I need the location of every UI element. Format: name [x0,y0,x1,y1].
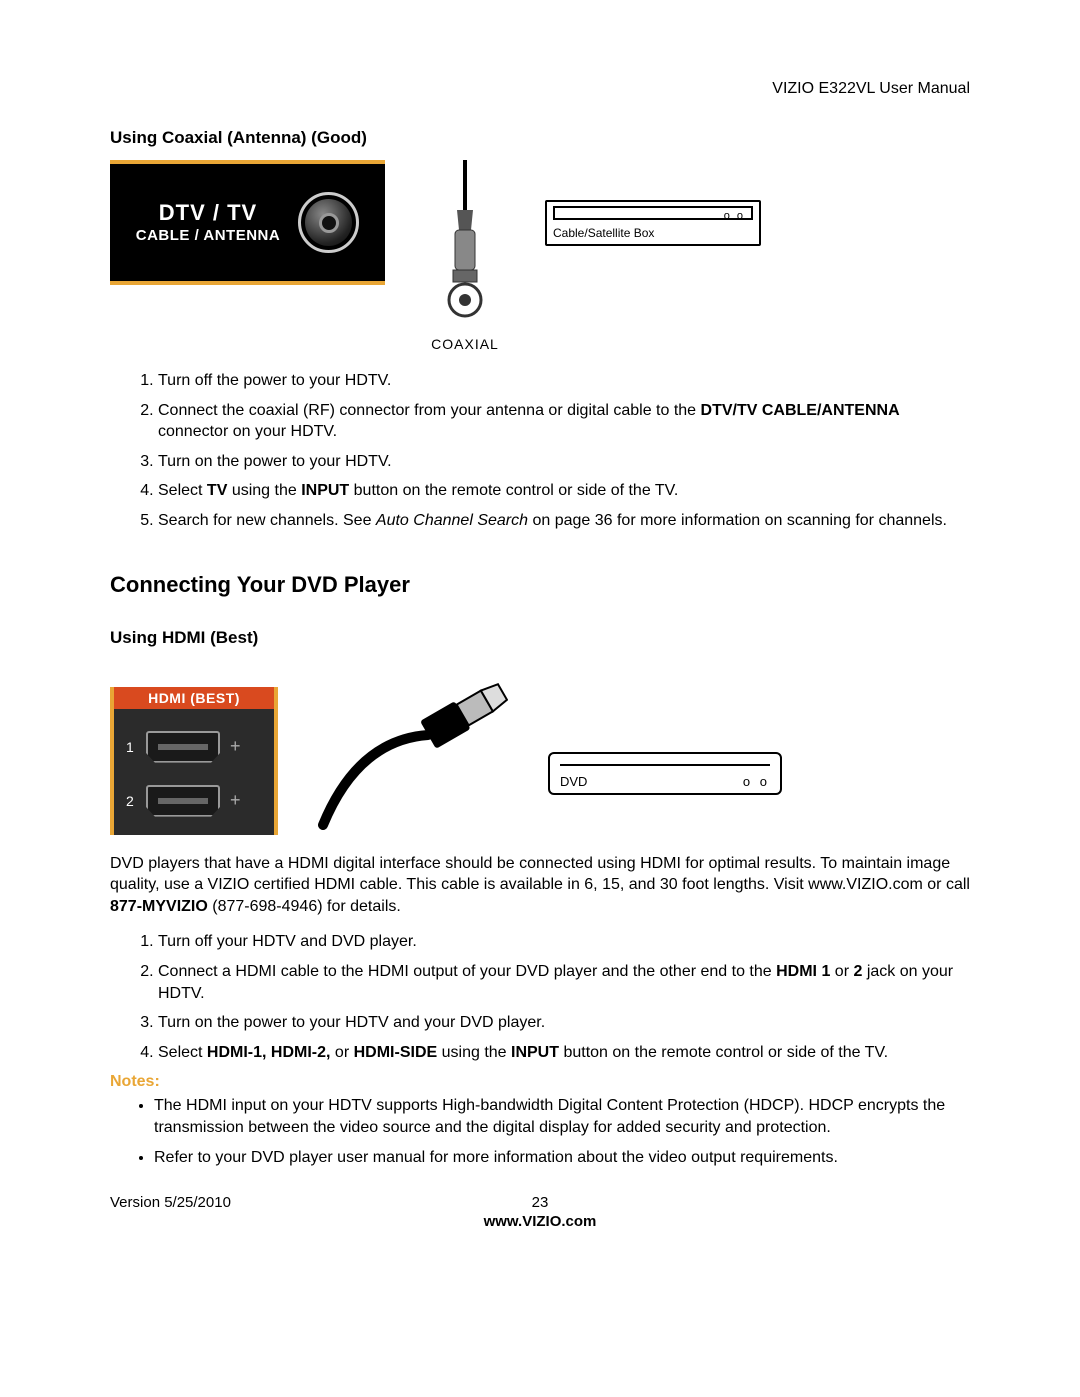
coax-step-1: Turn off the power to your HDTV. [158,370,970,392]
coax-connector-label: COAXIAL [425,336,505,352]
section-coax-title: Using Coaxial (Antenna) (Good) [110,128,970,148]
note-2: Refer to your DVD player user manual for… [154,1147,970,1169]
footer-version: Version 5/25/2010 [110,1194,397,1211]
footer-url: www.VIZIO.com [110,1213,970,1230]
cable-box-icon: o o Cable/Satellite Box [545,200,761,246]
dvd-box-icon: DVD o o [548,752,782,795]
coax-figure-row: DTV / TV CABLE / ANTENNA COAXIAL o o Cab… [110,160,970,352]
note-1: The HDMI input on your HDTV supports Hig… [154,1095,970,1138]
coax-connector-figure: COAXIAL [425,160,505,352]
hdmi-port-1-label: 1 [126,739,136,755]
plus-icon: + [230,736,241,757]
cable-box-label: Cable/Satellite Box [553,226,654,240]
coax-connector-icon [435,160,495,325]
hdmi-ports-panel: HDMI (BEST) 1 + 2 + [110,687,278,835]
hdmi-port-2-icon [146,785,220,817]
dtv-tv-panel: DTV / TV CABLE / ANTENNA [110,160,385,285]
dtv-line2: CABLE / ANTENNA [136,227,280,245]
hdmi-step-2: Connect a HDMI cable to the HDMI output … [158,961,970,1004]
dvd-box-label: DVD [560,774,587,789]
hdmi-intro-paragraph: DVD players that have a HDMI digital int… [110,853,970,918]
footer-page-number: 23 [397,1194,684,1211]
dvd-box-figure: DVD o o [548,752,782,835]
coax-steps-list: Turn off the power to your HDTV. Connect… [134,370,970,532]
plus-icon: + [230,790,241,811]
hdmi-cable-icon [318,680,508,830]
coax-step-3: Turn on the power to your HDTV. [158,451,970,473]
section-dvd-title: Connecting Your DVD Player [110,572,970,598]
hdmi-figure-row: HDMI (BEST) 1 + 2 + [110,660,970,835]
dtv-line1: DTV / TV [136,200,280,226]
hdmi-panel-header: HDMI (BEST) [114,687,274,709]
hdmi-port-1-row: 1 + [114,709,274,763]
notes-heading: Notes: [110,1073,970,1091]
hdmi-port-1-icon [146,731,220,763]
coax-port-icon [298,192,359,253]
hdmi-step-3: Turn on the power to your HDTV and your … [158,1012,970,1034]
hdmi-steps-list: Turn off your HDTV and DVD player. Conne… [134,931,970,1063]
coax-step-5: Search for new channels. See Auto Channe… [158,510,970,532]
page-footer: Version 5/25/2010 23 www.VIZIO.com [110,1194,970,1230]
cable-box-figure: o o Cable/Satellite Box [545,160,761,246]
hdmi-port-2-label: 2 [126,793,136,809]
dtv-panel-text: DTV / TV CABLE / ANTENNA [136,200,280,244]
section-hdmi-title: Using HDMI (Best) [110,628,970,648]
hdmi-step-4: Select HDMI-1, HDMI-2, or HDMI-SIDE usin… [158,1042,970,1064]
dvd-dots-icon: o o [743,774,770,789]
doc-title: VIZIO E322VL User Manual [110,80,970,98]
coax-step-4: Select TV using the INPUT button on the … [158,480,970,502]
notes-list: The HDMI input on your HDTV supports Hig… [140,1095,970,1168]
hdmi-port-2-row: 2 + [114,763,274,817]
hdmi-cable-figure [318,660,508,835]
coax-step-2: Connect the coaxial (RF) connector from … [158,400,970,443]
hdmi-step-1: Turn off your HDTV and DVD player. [158,931,970,953]
